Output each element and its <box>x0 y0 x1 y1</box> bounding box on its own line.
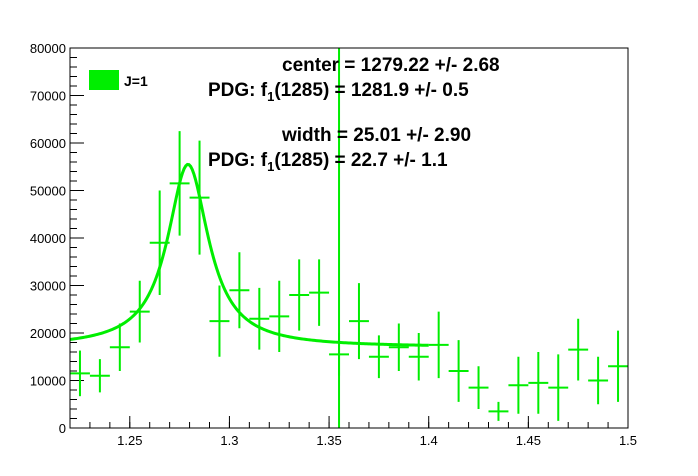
data-point <box>129 280 150 343</box>
annotation-pdg-width-suffix: (1285) = 22.7 +/- 1.1 <box>274 150 448 171</box>
data-point <box>528 352 549 414</box>
data-point <box>548 354 569 421</box>
x-tick-label: 1.3 <box>220 433 238 448</box>
data-point <box>109 323 130 371</box>
y-tick-label: 0 <box>59 421 66 436</box>
data-point <box>209 285 230 357</box>
x-tick-label: 1.45 <box>516 433 541 448</box>
data-point <box>269 280 290 352</box>
annotation-pdg-center: PDG: f1(1285) = 1281.9 +/- 0.5 <box>208 80 469 104</box>
y-tick-label: 20000 <box>30 326 66 341</box>
data-point <box>408 333 429 381</box>
data-point <box>309 259 330 326</box>
annotation-pdg-width-sub: 1 <box>267 159 274 174</box>
data-point <box>388 323 409 371</box>
data-point <box>70 350 90 397</box>
data-point <box>169 131 190 236</box>
data-point <box>568 318 589 381</box>
data-point <box>508 356 529 414</box>
data-point <box>368 335 389 379</box>
annotations: center = 1279.22 +/- 2.68 PDG: f1(1285) … <box>208 55 500 174</box>
x-tick-label: 1.5 <box>619 433 637 448</box>
data-point <box>349 283 369 360</box>
plot-frame <box>69 47 629 429</box>
data-point <box>289 259 310 331</box>
x-tick-label: 1.35 <box>316 433 341 448</box>
data-point <box>189 140 210 255</box>
data-point <box>588 356 609 405</box>
data-point <box>229 252 250 329</box>
annotation-pdg-width-prefix: PDG: f <box>208 150 268 171</box>
data-point <box>488 401 509 421</box>
y-tick-label: 80000 <box>30 41 66 56</box>
data-point <box>149 190 170 295</box>
data-point <box>608 330 628 402</box>
annotation-center: center = 1279.22 +/- 2.68 <box>282 55 500 76</box>
legend-label-j1: J=1 <box>124 73 148 89</box>
y-tick-label: 50000 <box>30 184 66 199</box>
y-tick-label: 70000 <box>30 89 66 104</box>
data-point <box>89 359 110 393</box>
y-tick-label: 40000 <box>30 231 66 246</box>
y-tick-label: 60000 <box>30 136 66 151</box>
annotation-pdg-center-prefix: PDG: f <box>208 80 268 101</box>
x-tick-label: 1.4 <box>420 433 438 448</box>
annotation-pdg-center-sub: 1 <box>267 89 274 104</box>
data-point <box>249 287 270 350</box>
annotation-pdg-width: PDG: f1(1285) = 22.7 +/- 1.1 <box>208 150 448 174</box>
data-point <box>448 340 469 402</box>
legend: J=1 <box>89 70 148 90</box>
x-tick-label: 1.25 <box>117 433 142 448</box>
data-point <box>468 366 489 409</box>
fit-curve-layer <box>69 162 429 347</box>
legend-swatch-j1 <box>89 70 119 90</box>
annotation-pdg-center-suffix: (1285) = 1281.9 +/- 0.5 <box>274 80 469 101</box>
data-point <box>428 311 449 379</box>
annotation-width: width = 25.01 +/- 2.90 <box>281 125 471 146</box>
data-points <box>70 131 628 421</box>
fit-curve <box>69 162 429 347</box>
y-tick-label: 30000 <box>30 279 66 294</box>
y-tick-label: 10000 <box>30 374 66 389</box>
axis-ticks: 0 10000 20000 30000 40000 50000 60000 70000 8000… <box>30 41 637 448</box>
